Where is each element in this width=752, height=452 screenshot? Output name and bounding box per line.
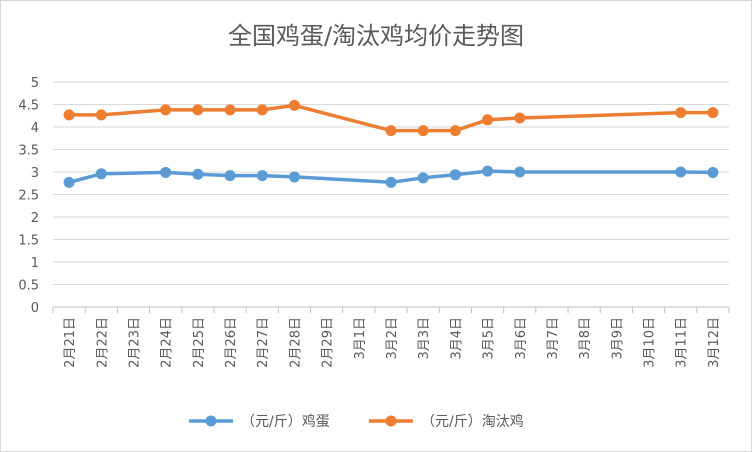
data-point bbox=[449, 169, 461, 181]
y-tick-label: 4 bbox=[31, 121, 39, 136]
x-tick-label: 3月12日 bbox=[707, 317, 722, 368]
data-point bbox=[192, 168, 204, 180]
data-point bbox=[707, 166, 719, 178]
series bbox=[63, 99, 719, 188]
y-tick-label: 5 bbox=[31, 76, 39, 91]
x-tick-label: 2月27日 bbox=[256, 317, 271, 368]
x-tick-label: 3月11日 bbox=[675, 317, 690, 368]
data-point bbox=[224, 104, 236, 116]
data-point bbox=[707, 107, 719, 119]
x-tick-label: 2月24日 bbox=[160, 317, 175, 368]
data-point bbox=[675, 107, 687, 119]
y-tick-label: 3 bbox=[31, 166, 39, 181]
data-point bbox=[192, 104, 204, 116]
x-tick-label: 2月21日 bbox=[63, 317, 78, 368]
x-tick-label: 3月4日 bbox=[449, 317, 464, 360]
data-point bbox=[288, 171, 300, 183]
x-tick-label: 2月23日 bbox=[127, 317, 142, 368]
data-point bbox=[95, 109, 107, 121]
data-point bbox=[449, 125, 461, 137]
data-point bbox=[482, 165, 494, 177]
y-tick-label: 1.5 bbox=[18, 234, 39, 249]
y-tick-label: 2.5 bbox=[18, 189, 39, 204]
y-tick-label: 2 bbox=[31, 211, 39, 226]
legend-label: （元/斤）鸡蛋 bbox=[241, 413, 330, 430]
y-tick-label: 0 bbox=[31, 301, 39, 316]
x-tick-label: 2月26日 bbox=[224, 317, 239, 368]
x-tick-label: 3月7日 bbox=[546, 317, 561, 360]
x-tick-label: 2月29日 bbox=[321, 317, 336, 368]
data-point bbox=[482, 114, 494, 126]
data-point bbox=[160, 104, 172, 116]
x-tick-label: 2月25日 bbox=[192, 317, 207, 368]
data-point bbox=[514, 112, 526, 124]
y-tick-label: 0.5 bbox=[18, 279, 39, 294]
data-point bbox=[417, 172, 429, 184]
data-point bbox=[63, 176, 75, 188]
x-tick-label: 3月2日 bbox=[385, 317, 400, 360]
y-tick-label: 3.5 bbox=[18, 144, 39, 159]
x-tick-label: 3月10日 bbox=[643, 317, 658, 368]
legend-label: （元/斤）淘汰鸡 bbox=[421, 413, 524, 430]
data-point bbox=[256, 170, 268, 182]
data-point bbox=[256, 104, 268, 116]
data-point bbox=[224, 170, 236, 182]
x-tick-label: 3月5日 bbox=[482, 317, 497, 360]
x-tick-label: 3月1日 bbox=[353, 317, 368, 360]
data-point bbox=[675, 166, 687, 178]
y-tick-label: 1 bbox=[31, 256, 39, 271]
legend: （元/斤）鸡蛋 （元/斤）淘汰鸡 bbox=[189, 413, 524, 430]
data-point bbox=[288, 99, 300, 111]
legend-marker bbox=[385, 415, 397, 427]
x-tick-label: 2月22日 bbox=[95, 317, 110, 368]
x-tick-label: 3月6日 bbox=[514, 317, 529, 360]
x-tick-label: 2月28日 bbox=[288, 317, 303, 368]
data-point bbox=[95, 168, 107, 180]
x-tick-label: 3月9日 bbox=[610, 317, 625, 360]
data-point bbox=[160, 166, 172, 178]
x-tick-label: 3月3日 bbox=[417, 317, 432, 360]
y-tick-label: 4.5 bbox=[18, 99, 39, 114]
legend-marker bbox=[205, 415, 217, 427]
data-point bbox=[63, 109, 75, 121]
data-point bbox=[385, 176, 397, 188]
data-point bbox=[514, 166, 526, 178]
data-point bbox=[385, 125, 397, 137]
chart-title: 全国鸡蛋/淘汰鸡均价走势图 bbox=[228, 22, 524, 50]
x-tick-label: 3月8日 bbox=[578, 317, 593, 360]
data-point bbox=[417, 125, 429, 137]
axes: 0 0.5 1 1.5 2 2.5 3 3.5 4 4.5 5 2月21日 2月22日 2月23日 2月24… bbox=[18, 76, 730, 368]
